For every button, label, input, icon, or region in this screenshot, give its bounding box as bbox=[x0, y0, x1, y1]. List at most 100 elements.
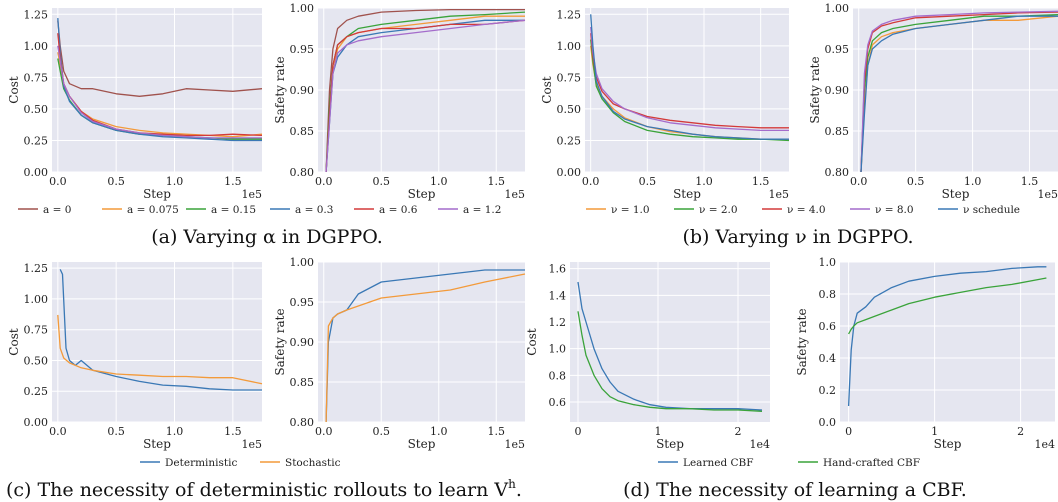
x-axis-exponent: 1e5 bbox=[1037, 188, 1058, 201]
x-tick-label: 0.5 bbox=[639, 175, 657, 188]
x-axis-label: Step bbox=[934, 437, 962, 451]
y-tick-label: 1.2 bbox=[549, 316, 567, 329]
x-tick-label: 0.0 bbox=[315, 425, 333, 438]
legend-b: ν = 1.0 ν = 2.0 ν = 4.0 ν = 8.0 ν schedule bbox=[586, 204, 1020, 216]
legend-d: Learned CBF Hand-crafted CBF bbox=[658, 457, 920, 469]
y-tick-label: 0.80 bbox=[290, 166, 315, 179]
series-line bbox=[325, 273, 526, 423]
y-tick-label: 0.6 bbox=[819, 320, 837, 333]
x-tick-label: 1.5 bbox=[752, 175, 770, 188]
x-tick-label: 1.5 bbox=[488, 175, 506, 188]
y-tick-label: 0.95 bbox=[825, 43, 850, 56]
x-tick-label: 1.5 bbox=[488, 425, 506, 438]
x-tick-label: 0.5 bbox=[107, 425, 125, 438]
panel-b-safety: 0.0 0.5 1.0 1.5 0.80 0.85 0.90 0.95 1.00 Step 1e5 S… bbox=[808, 2, 1058, 201]
series-line bbox=[59, 269, 262, 391]
y-tick-label: 0.50 bbox=[24, 354, 49, 367]
legend-label: ν = 2.0 bbox=[699, 204, 738, 216]
y-tick-label: 0.50 bbox=[557, 103, 582, 116]
panel-d-cost: 0 1 2 0.6 0.8 1.0 1.2 1.4 1.6 Step 1e4 Cost bbox=[525, 262, 770, 451]
x-axis-exponent: 1e5 bbox=[768, 188, 789, 201]
y-tick-label: 1.25 bbox=[24, 8, 49, 21]
panel-c-cost: 0.0 0.5 1.0 1.5 0.00 0.25 0.50 0.75 1.00 1.25 Step… bbox=[7, 262, 263, 451]
legend-label: ν = 8.0 bbox=[875, 204, 914, 216]
legend-label: a = 0.3 bbox=[295, 204, 333, 216]
series-line bbox=[325, 19, 526, 173]
y-axis-label: Cost bbox=[525, 328, 539, 356]
legend-label: a = 1.2 bbox=[463, 204, 501, 216]
y-axis-label: Safety rate bbox=[273, 56, 287, 123]
x-axis-exponent: 1e4 bbox=[1034, 438, 1055, 451]
series-line bbox=[860, 10, 1058, 173]
x-axis-label: Step bbox=[656, 437, 684, 451]
legend-label: a = 0.6 bbox=[379, 204, 418, 216]
x-axis-exponent: 1e5 bbox=[504, 438, 525, 451]
legend-label: ν schedule bbox=[963, 204, 1020, 216]
caption-b: (b) Varying ν in DGPPO. bbox=[682, 226, 913, 248]
y-tick-label: 0.85 bbox=[825, 125, 850, 138]
legend-label: ν = 1.0 bbox=[611, 204, 650, 216]
series-line bbox=[57, 20, 263, 97]
series-line bbox=[847, 266, 1047, 407]
y-tick-label: 0.4 bbox=[819, 352, 837, 365]
x-tick-label: 1.0 bbox=[166, 425, 184, 438]
panel-d-safety: 0 1 2 0.0 0.2 0.4 0.6 0.8 1.0 Step 1e4 Safety rate bbox=[795, 256, 1055, 451]
y-tick-label: 0.75 bbox=[24, 71, 49, 84]
x-tick-label: 0.0 bbox=[582, 175, 600, 188]
x-tick-label: 2 bbox=[735, 425, 742, 438]
y-tick-label: 0.0 bbox=[819, 416, 837, 429]
y-tick-label: 0.90 bbox=[825, 84, 850, 97]
x-axis-label: Step bbox=[408, 187, 436, 201]
y-tick-label: 1.00 bbox=[290, 2, 315, 15]
x-axis-exponent: 1e5 bbox=[241, 438, 262, 451]
y-tick-label: 1.0 bbox=[549, 343, 567, 356]
y-axis-label: Safety rate bbox=[273, 308, 287, 375]
x-tick-label: 1 bbox=[655, 425, 662, 438]
y-axis-label: Cost bbox=[7, 76, 21, 104]
y-tick-label: 0.85 bbox=[290, 125, 315, 138]
legend-c: Deterministic Stochastic bbox=[140, 457, 341, 469]
y-tick-label: 0.85 bbox=[290, 376, 315, 389]
series-line bbox=[577, 281, 763, 411]
x-tick-label: 0.0 bbox=[850, 175, 868, 188]
panel-a-cost: 0.0 0.5 1.0 1.5 0.00 0.25 0.50 0.75 1.00 1.25 Step… bbox=[7, 8, 263, 201]
y-tick-label: 0.25 bbox=[24, 385, 49, 398]
plot-background bbox=[570, 262, 770, 422]
x-tick-label: 1.0 bbox=[964, 175, 982, 188]
y-axis-label: Cost bbox=[7, 328, 21, 356]
y-tick-label: 1.4 bbox=[549, 289, 567, 302]
y-tick-label: 0.95 bbox=[290, 296, 315, 309]
x-tick-label: 1.5 bbox=[1021, 175, 1039, 188]
x-tick-label: 1 bbox=[931, 425, 938, 438]
series-line bbox=[325, 269, 525, 423]
y-tick-label: 0.80 bbox=[825, 166, 850, 179]
x-tick-label: 0.5 bbox=[373, 175, 391, 188]
panel-c-safety: 0.0 0.5 1.0 1.5 0.80 0.85 0.90 0.95 1.00 Step 1e5 S… bbox=[273, 256, 526, 451]
y-tick-label: 1.00 bbox=[24, 293, 49, 306]
y-tick-label: 1.00 bbox=[24, 40, 49, 53]
y-tick-label: 1.0 bbox=[819, 256, 837, 269]
legend-label: ν = 4.0 bbox=[787, 204, 826, 216]
series-line bbox=[860, 13, 1058, 173]
legend-label: a = 0.15 bbox=[211, 204, 256, 216]
y-tick-label: 0.6 bbox=[549, 396, 567, 409]
x-axis-label: Step bbox=[143, 437, 171, 451]
y-tick-label: 0.00 bbox=[24, 166, 49, 179]
x-tick-label: 0.5 bbox=[373, 425, 391, 438]
plot-background bbox=[585, 8, 789, 172]
legend-label: Learned CBF bbox=[683, 457, 754, 469]
x-tick-label: 0.0 bbox=[49, 175, 67, 188]
caption-d: (d) The necessity of learning a CBF. bbox=[623, 479, 967, 501]
y-tick-label: 1.00 bbox=[825, 2, 850, 15]
series-line bbox=[590, 26, 789, 132]
y-axis-label: Cost bbox=[540, 76, 554, 104]
plot-background bbox=[840, 262, 1055, 422]
x-tick-label: 0.5 bbox=[907, 175, 925, 188]
y-axis-label: Safety rate bbox=[795, 308, 809, 375]
x-axis-exponent: 1e5 bbox=[241, 188, 262, 201]
x-axis-exponent: 1e5 bbox=[504, 188, 525, 201]
y-tick-label: 1.6 bbox=[549, 263, 567, 276]
x-tick-label: 1.5 bbox=[224, 425, 242, 438]
series-line bbox=[848, 277, 1047, 335]
series-line bbox=[860, 15, 1058, 173]
